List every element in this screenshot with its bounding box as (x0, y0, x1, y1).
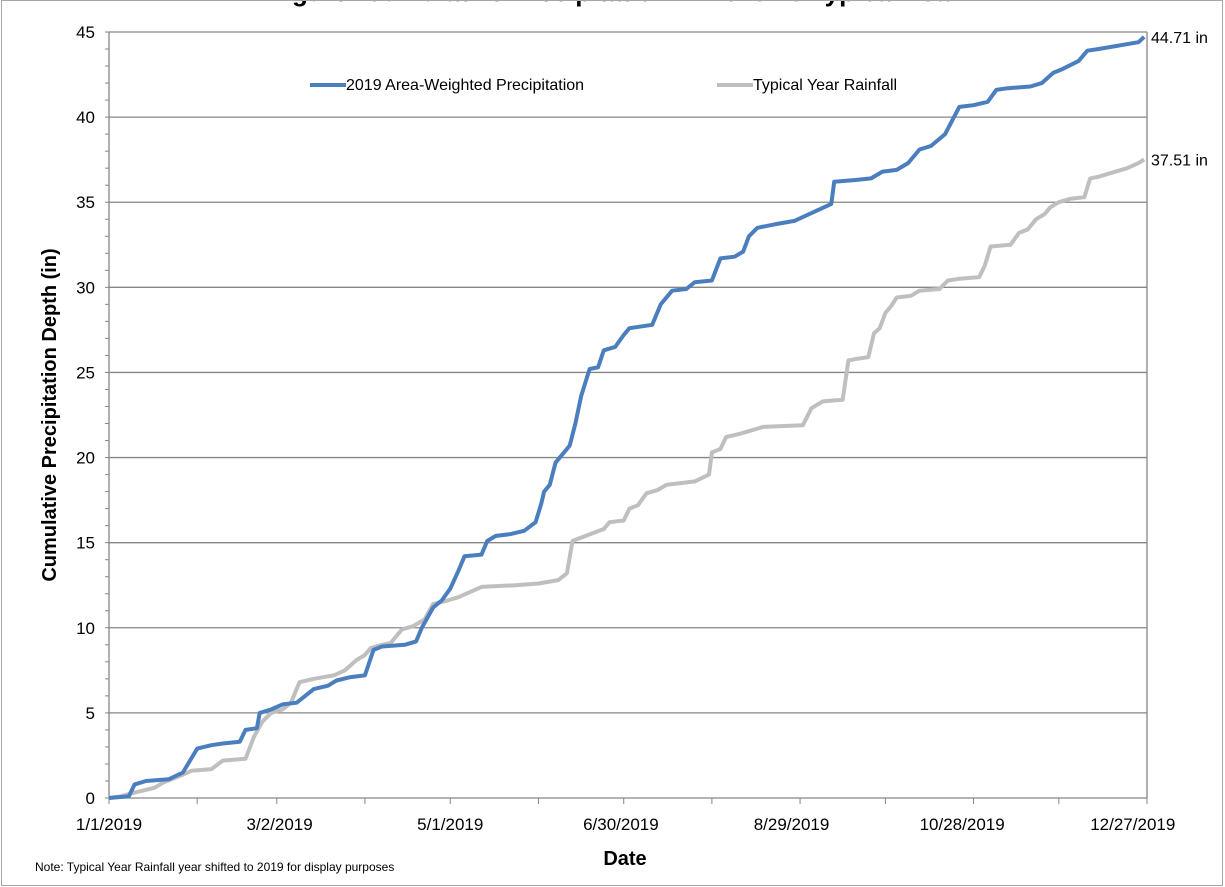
y-tick-label: 25 (76, 363, 95, 382)
legend-label-typical: Typical Year Rainfall (753, 77, 897, 94)
x-tick-label: 12/27/2019 (1090, 815, 1175, 834)
y-tick-label: 30 (76, 278, 95, 297)
series-2019-line (108, 35, 1146, 800)
y-axis-title: Cumulative Precipitation Depth (in) (39, 248, 61, 581)
x-tick-label: 1/1/2019 (76, 815, 142, 834)
x-tick-label: 8/29/2019 (754, 815, 830, 834)
x-tick-label: 5/1/2019 (417, 815, 483, 834)
end-label-2019: 44.71 in (1151, 30, 1208, 47)
x-tick-label: 3/2/2019 (247, 815, 313, 834)
y-tick-label: 10 (76, 619, 95, 638)
y-tick-label: 5 (86, 704, 95, 723)
x-axis-title: Date (603, 848, 646, 870)
chart-title: Figure: Cumulative Precipitation — 2019 … (2, 1, 1222, 8)
y-tick-label: 20 (76, 449, 95, 468)
y-tick-label: 35 (76, 193, 95, 212)
y-tick-label: 45 (76, 23, 95, 42)
end-label-typical: 37.51 in (1151, 152, 1208, 169)
chart-note: Note: Typical Year Rainfall year shifted… (35, 860, 395, 874)
legend-label-2019: 2019 Area-Weighted Precipitation (346, 77, 584, 94)
y-tick-label: 15 (76, 534, 95, 553)
y-tick-label: 0 (86, 789, 95, 808)
series-typical-line (108, 157, 1146, 800)
x-tick-label: 6/30/2019 (583, 815, 659, 834)
y-tick-label: 40 (76, 108, 95, 127)
x-tick-label: 10/28/2019 (920, 815, 1005, 834)
